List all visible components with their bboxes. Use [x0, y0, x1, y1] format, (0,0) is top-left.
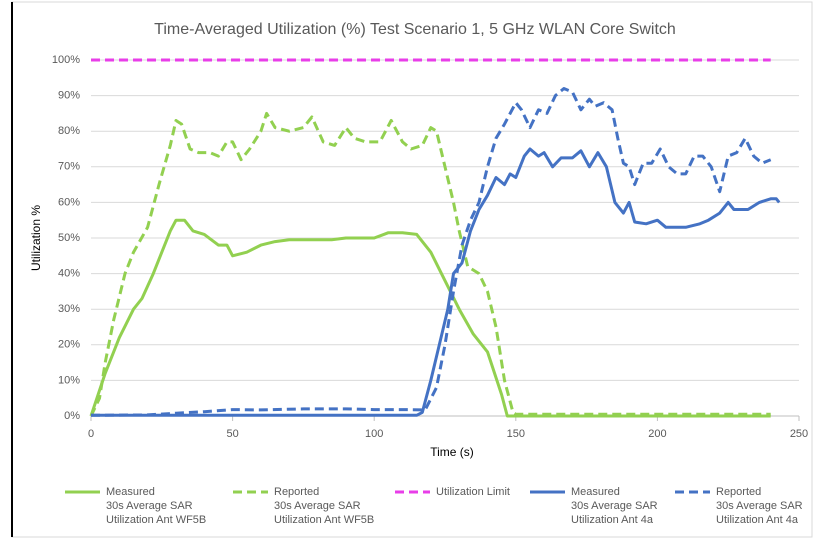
x-tick-label: 250 [790, 428, 808, 440]
legend-label: Measured 30s Average SAR Utilization Ant… [571, 486, 658, 526]
x-tick-label: 50 [226, 428, 238, 440]
y-tick-label: 70% [58, 161, 80, 173]
legend-label: Reported 30s Average SAR Utilization Ant… [274, 486, 375, 526]
series-line [90, 87, 772, 417]
x-tick-label: 150 [507, 428, 525, 440]
series-line [89, 111, 771, 417]
chart-title: Time-Averaged Utilization (%) Test Scena… [154, 21, 676, 38]
y-tick-label: 90% [58, 90, 80, 102]
legend-label: Reported 30s Average SAR Utilization Ant… [716, 486, 803, 526]
chart-border [11, 1, 813, 538]
series-line [89, 218, 771, 418]
x-tick-label: 0 [88, 428, 94, 440]
y-axis-label: Utilization % [29, 205, 43, 271]
y-tick-label: 100% [52, 54, 80, 66]
y-tick-label: 30% [58, 303, 80, 315]
x-axis-label: Time (s) [430, 445, 474, 459]
y-tick-label: 50% [58, 232, 80, 244]
y-tick-label: 80% [58, 125, 80, 137]
y-tick-label: 10% [58, 374, 80, 386]
y-tick-label: 0% [64, 410, 80, 422]
legend-label: Utilization Limit [436, 486, 510, 498]
y-tick-label: 40% [58, 268, 80, 280]
y-tick-label: 20% [58, 339, 80, 351]
y-tick-label: 60% [58, 196, 80, 208]
x-tick-label: 200 [648, 428, 666, 440]
legend-label: Measured 30s Average SAR Utilization Ant… [106, 486, 207, 526]
series-line [91, 147, 781, 417]
x-tick-label: 100 [365, 428, 383, 440]
